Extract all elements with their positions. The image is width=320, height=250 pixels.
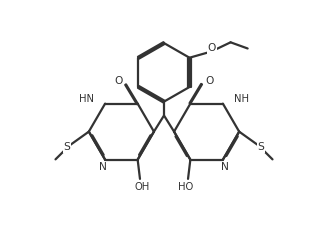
Text: HO: HO: [178, 182, 193, 192]
Text: NH: NH: [234, 94, 249, 104]
Text: O: O: [205, 76, 214, 86]
Text: S: S: [257, 142, 264, 152]
Text: S: S: [64, 142, 71, 152]
Text: HN: HN: [79, 94, 94, 104]
Text: O: O: [208, 44, 216, 54]
Text: N: N: [221, 162, 229, 172]
Text: OH: OH: [135, 182, 150, 192]
Text: O: O: [114, 76, 123, 86]
Text: N: N: [99, 162, 107, 172]
